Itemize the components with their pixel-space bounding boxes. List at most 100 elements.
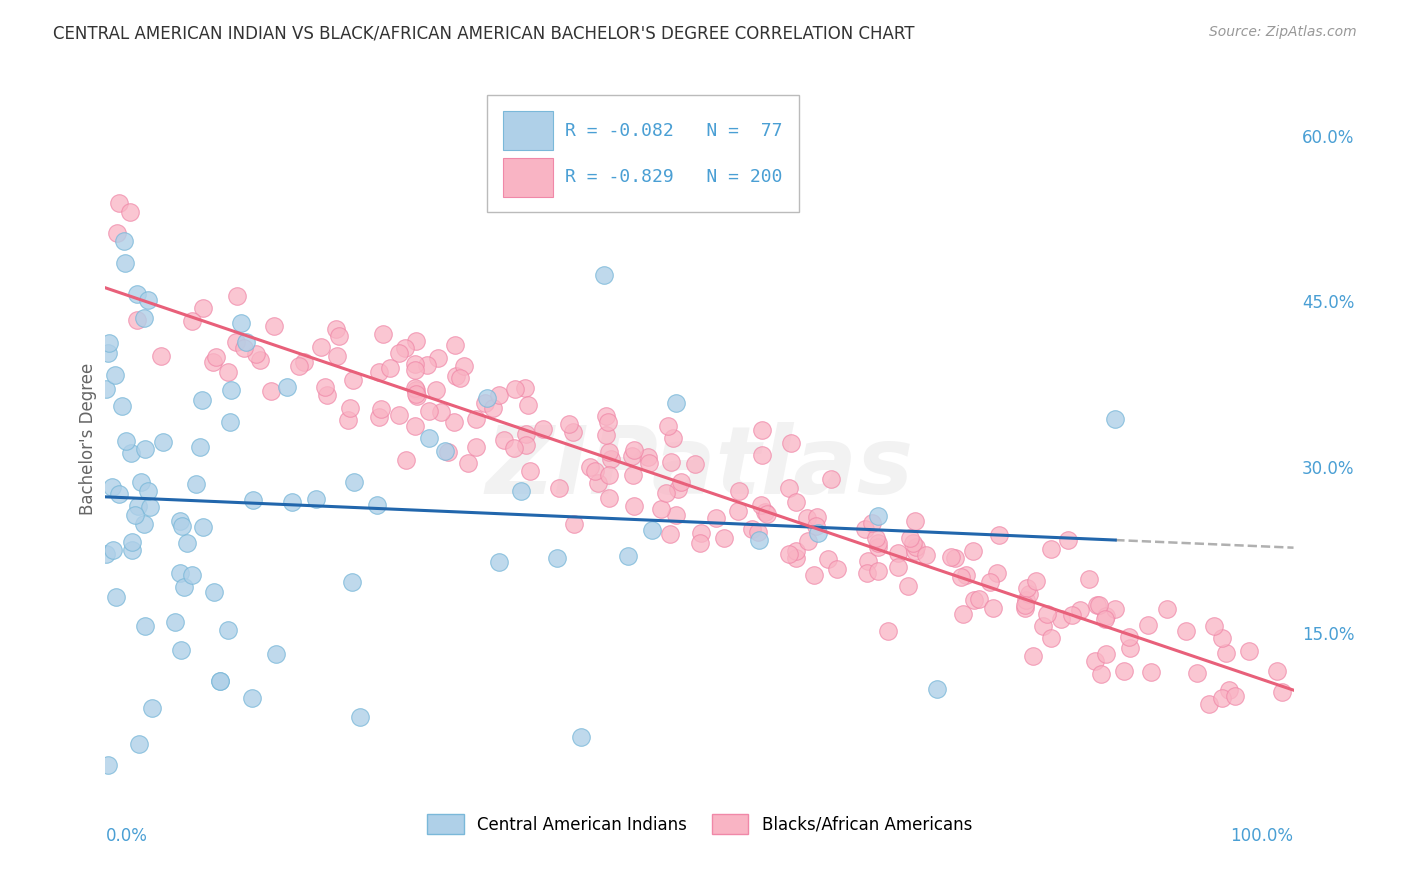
Point [457, 457, 479, 471]
Point [134, 516, 156, 531]
Point [209, 674, 232, 689]
Point [405, 389, 427, 403]
Point [904, 544, 927, 558]
Point [264, 648, 287, 662]
Point [689, 535, 711, 549]
Point [1014, 601, 1036, 615]
Point [444, 369, 467, 384]
Text: R = -0.082   N =  77: R = -0.082 N = 77 [565, 121, 783, 139]
Point [366, 499, 388, 513]
Point [579, 460, 602, 475]
Point [562, 516, 585, 531]
Point [193, 301, 215, 316]
Point [225, 334, 247, 349]
Point [1118, 630, 1140, 644]
Point [1056, 533, 1078, 547]
Point [785, 495, 807, 509]
Point [165, 615, 187, 629]
Point [111, 399, 134, 413]
Point [1211, 690, 1233, 705]
Point [418, 431, 440, 445]
Point [713, 531, 735, 545]
Point [404, 358, 426, 372]
Point [1018, 587, 1040, 601]
Point [429, 405, 451, 419]
Point [904, 514, 927, 528]
Point [127, 499, 149, 513]
Point [141, 700, 163, 714]
Point [449, 371, 471, 385]
Legend: Central American Indians, Blacks/African Americans: Central American Indians, Blacks/African… [420, 807, 979, 840]
Point [1202, 619, 1225, 633]
Point [240, 691, 263, 706]
Point [342, 372, 364, 386]
Point [170, 643, 193, 657]
Point [638, 456, 661, 470]
Point [343, 475, 366, 489]
Point [820, 472, 842, 486]
Point [785, 550, 807, 565]
Point [963, 593, 986, 607]
Point [598, 468, 620, 483]
Point [986, 566, 1008, 580]
Point [915, 548, 938, 562]
Point [100, 480, 122, 494]
Point [1095, 609, 1118, 624]
Point [1223, 689, 1246, 703]
Point [598, 445, 620, 459]
Point [125, 313, 148, 327]
Point [105, 226, 128, 240]
Point [666, 482, 689, 496]
Point [754, 505, 776, 519]
Point [1136, 618, 1159, 632]
FancyBboxPatch shape [486, 95, 799, 212]
Point [281, 494, 304, 508]
Point [503, 441, 526, 455]
Point [388, 346, 411, 360]
Point [180, 568, 202, 582]
Point [107, 487, 129, 501]
Point [952, 607, 974, 622]
Point [593, 268, 616, 282]
Point [1211, 631, 1233, 645]
Point [669, 475, 692, 490]
Point [1185, 665, 1208, 680]
Point [548, 481, 571, 495]
Point [465, 441, 488, 455]
Point [340, 574, 363, 589]
Point [292, 355, 315, 369]
Point [169, 566, 191, 581]
Point [796, 511, 818, 525]
Point [856, 554, 879, 568]
Point [121, 534, 143, 549]
Point [370, 401, 392, 416]
Point [817, 552, 839, 566]
Point [558, 417, 581, 432]
Point [1114, 665, 1136, 679]
Point [205, 350, 228, 364]
Point [173, 580, 195, 594]
Point [276, 380, 298, 394]
Point [519, 464, 541, 478]
Point [967, 592, 990, 607]
Point [114, 256, 136, 270]
Point [1015, 593, 1038, 607]
Point [129, 475, 152, 489]
Point [217, 366, 239, 380]
Point [170, 519, 193, 533]
Point [388, 408, 411, 422]
Point [637, 450, 659, 464]
Point [405, 419, 427, 434]
Point [943, 550, 966, 565]
Point [309, 340, 332, 354]
Point [482, 401, 505, 415]
Point [1271, 684, 1294, 698]
Point [134, 442, 156, 456]
Point [118, 204, 141, 219]
Point [418, 403, 440, 417]
Point [1265, 664, 1288, 678]
Point [378, 361, 401, 376]
Point [586, 476, 609, 491]
Point [897, 579, 920, 593]
Point [263, 318, 285, 333]
